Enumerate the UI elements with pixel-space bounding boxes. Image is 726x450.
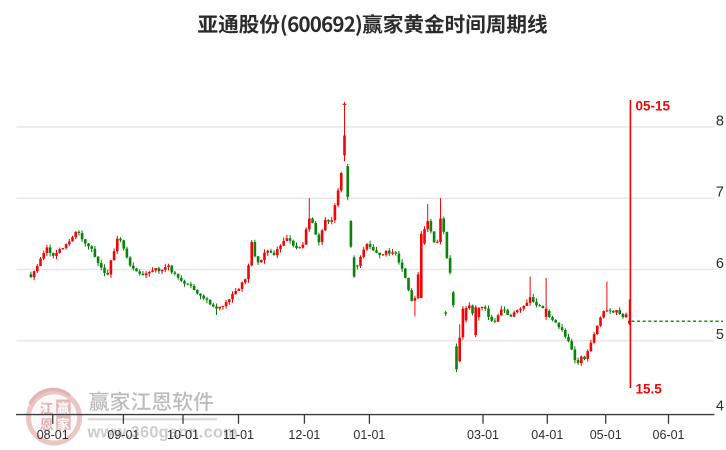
svg-text:08-01: 08-01 [37, 428, 69, 442]
svg-text:8: 8 [716, 114, 724, 130]
svg-text:03-01: 03-01 [467, 428, 499, 442]
svg-text:09-01: 09-01 [107, 428, 139, 442]
svg-text:15.5: 15.5 [636, 382, 663, 397]
svg-text:04-01: 04-01 [531, 428, 563, 442]
svg-text:01-01: 01-01 [353, 428, 385, 442]
svg-text:05-15: 05-15 [636, 99, 671, 114]
svg-text:6: 6 [716, 256, 724, 272]
svg-text:4: 4 [716, 398, 724, 414]
svg-text:05-01: 05-01 [590, 428, 622, 442]
svg-text:7: 7 [716, 185, 724, 201]
svg-text:11-01: 11-01 [223, 428, 254, 442]
svg-text:www.360gann.com: www.360gann.com [87, 424, 238, 442]
svg-text:5: 5 [716, 327, 724, 343]
svg-text:12-01: 12-01 [288, 428, 320, 442]
svg-text:06-01: 06-01 [653, 428, 685, 442]
svg-text:10-01: 10-01 [167, 428, 199, 442]
